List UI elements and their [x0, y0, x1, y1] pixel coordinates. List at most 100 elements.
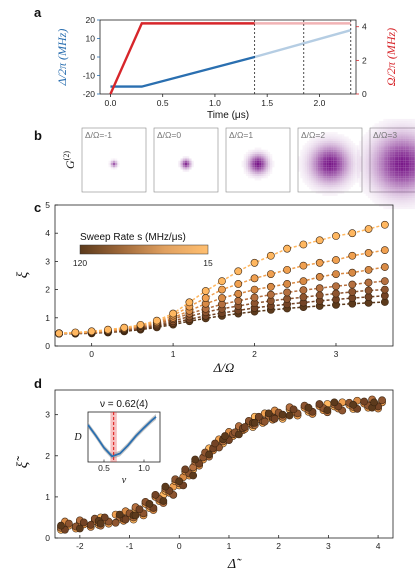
- b-heat-cell: [363, 160, 366, 163]
- b-heat-cell: [335, 173, 338, 177]
- b-heat-cell: [339, 182, 343, 185]
- b-heat-cell: [333, 136, 336, 139]
- b-heat-cell: [337, 138, 340, 141]
- b-heat-cell: [315, 182, 318, 185]
- b-heat-cell: [409, 125, 412, 128]
- b-heat-cell: [361, 182, 364, 185]
- b-heat-cell: [411, 198, 415, 201]
- b-heat-cell: [396, 169, 399, 172]
- b-heat-cell: [396, 132, 399, 135]
- b-heat-cell: [187, 156, 190, 159]
- b-heat-cell: [411, 180, 415, 183]
- b-heat-cell: [381, 147, 384, 150]
- b-heat-cell: [328, 176, 332, 179]
- b-heat-cell: [313, 136, 316, 139]
- b-heat-cell: [372, 178, 375, 181]
- b-heat-cell: [324, 156, 327, 159]
- b-heat-cell: [315, 149, 318, 152]
- b-heat-cell: [396, 151, 399, 155]
- b-heat-cell: [317, 138, 321, 141]
- a-ytick-right-label: 0: [362, 89, 367, 99]
- b-heat-cell: [328, 169, 332, 172]
- b-heat-cell: [306, 165, 310, 168]
- b-heat-cell: [367, 149, 371, 152]
- b-heat-cell: [333, 140, 336, 144]
- b-heat-cell: [322, 151, 325, 155]
- b-heat-cell: [407, 193, 410, 196]
- b-heat-cell: [407, 160, 410, 163]
- b-heat-cell: [252, 171, 255, 174]
- b-heat-cell: [385, 165, 388, 168]
- b-heat-cell: [372, 195, 375, 199]
- b-heat-cell: [309, 151, 312, 155]
- b-heat-cell: [342, 169, 345, 172]
- b-heat-cell: [387, 134, 390, 137]
- b-heat-cell: [359, 140, 362, 144]
- b-heat-cell: [250, 171, 253, 174]
- b-heat-cell: [398, 202, 401, 205]
- b-heat-cell: [326, 189, 329, 192]
- b-heat-cell: [392, 182, 395, 185]
- b-heat-cell: [300, 154, 303, 157]
- c-point: [332, 289, 340, 298]
- b-heat-cell: [370, 184, 373, 188]
- b-heat-cell: [383, 123, 386, 126]
- b-heat-cell: [372, 147, 375, 150]
- b-heat-cell: [243, 162, 246, 166]
- b-heat-cell: [381, 204, 384, 207]
- b-heat-cell: [365, 151, 368, 155]
- inset-ylabel: D: [73, 432, 82, 443]
- b-heat-cell: [320, 158, 323, 161]
- b-heat-cell: [322, 191, 325, 194]
- b-heat-cell: [320, 149, 323, 152]
- b-heat-cell: [387, 165, 390, 168]
- b-heat-cell: [304, 178, 307, 181]
- b-heat-cell: [372, 180, 375, 183]
- b-heat-cell: [353, 156, 356, 159]
- b-heat-cell: [392, 147, 395, 150]
- b-heat-cell: [411, 129, 415, 133]
- b-heat-cell: [389, 136, 393, 139]
- b-heat-cell: [405, 147, 408, 150]
- b-heat-cell: [346, 180, 349, 183]
- b-heat-cell: [353, 160, 356, 163]
- b-heat-cell: [342, 178, 345, 181]
- b-heat-cell: [309, 140, 312, 144]
- c-point: [299, 286, 308, 295]
- b-heat-cell: [400, 149, 404, 152]
- b-heat-cell: [392, 187, 395, 190]
- b-heat-cell: [311, 136, 314, 139]
- b-heat-cell: [394, 206, 397, 210]
- b-heat-cell: [376, 198, 379, 201]
- b-heat-cell: [315, 160, 318, 163]
- b-heat-cell: [370, 176, 373, 179]
- b-heat-cell: [117, 160, 120, 163]
- b-heat-cell: [370, 160, 373, 163]
- b-heat-cell: [378, 160, 382, 163]
- c-ytick-label: 2: [45, 285, 50, 295]
- b-heat-cell: [302, 151, 305, 155]
- b-heat-cell: [259, 151, 262, 155]
- b-heat-cell: [378, 171, 382, 174]
- c-point: [315, 236, 324, 245]
- b-heat-cell: [374, 125, 377, 128]
- b-heat-cell: [359, 165, 362, 168]
- b-heat-cell: [394, 143, 397, 146]
- b-heat-cell: [184, 162, 188, 166]
- b-heat-cell: [383, 180, 386, 183]
- b-heat-cell: [411, 193, 415, 196]
- b-heat-cell: [378, 182, 382, 185]
- b-heat-cell: [411, 143, 415, 146]
- b-heat-cell: [383, 147, 386, 150]
- panel-letter-d: d: [34, 376, 42, 391]
- b-heat-cell: [403, 134, 406, 137]
- b-heat-cell: [333, 143, 336, 146]
- b-heat-cell: [355, 160, 358, 163]
- b-heat-cell: [400, 160, 404, 163]
- c-point: [234, 289, 243, 298]
- b-heat-cell: [403, 173, 406, 177]
- b-heat-cell: [344, 189, 347, 192]
- c-point: [87, 327, 96, 336]
